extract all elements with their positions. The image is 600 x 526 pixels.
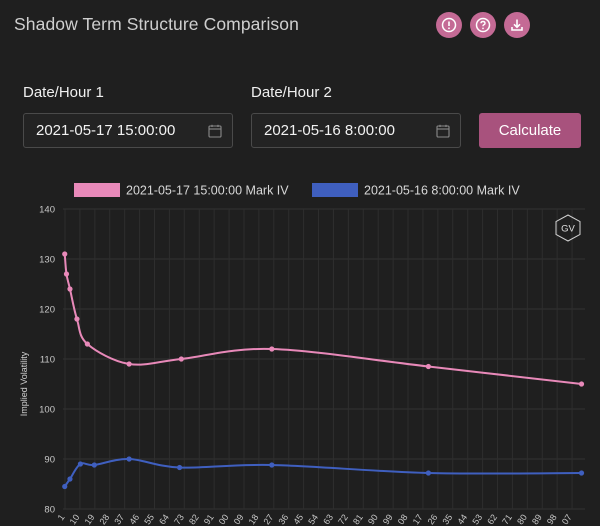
calculate-button[interactable]: Calculate	[479, 113, 581, 148]
x-tick-label: 81	[351, 512, 365, 526]
x-tick-label: 37	[112, 512, 126, 526]
x-tick-label: 71	[500, 512, 514, 526]
calendar-icon[interactable]	[208, 124, 222, 138]
data-point	[67, 476, 73, 482]
date1-field[interactable]: 2021-05-17 15:00:00	[23, 113, 233, 148]
date1-label: Date/Hour 1	[23, 84, 104, 101]
term-structure-chart: 2021-05-17 15:00:00 Mark IV 2021-05-16 8:…	[0, 172, 600, 526]
page-title: Shadow Term Structure Comparison	[14, 14, 299, 34]
data-point	[77, 461, 83, 467]
series-line	[63, 253, 582, 385]
date2-label: Date/Hour 2	[251, 84, 332, 101]
x-tick-label: 98	[545, 512, 559, 526]
x-tick-label: 17	[411, 512, 425, 526]
x-tick-label: 19	[83, 512, 97, 526]
chart-svg: 2021-05-17 15:00:00 Mark IV 2021-05-16 8:…	[19, 183, 585, 526]
data-point	[126, 361, 132, 367]
x-tick-label: 27	[262, 512, 276, 526]
x-tick-label: 62	[485, 512, 499, 526]
data-point	[62, 251, 68, 257]
x-tick-label: 72	[336, 512, 350, 526]
calendar-icon[interactable]	[436, 124, 450, 138]
date2-value: 2021-05-16 8:00:00	[264, 122, 395, 139]
x-tick-label: 46	[127, 512, 141, 526]
data-point	[425, 363, 431, 370]
x-tick-label: 28	[97, 512, 111, 526]
x-tick-label: 64	[157, 512, 171, 526]
data-point	[91, 462, 97, 468]
legend-label: 2021-05-17 15:00:00 Mark IV	[126, 184, 289, 198]
data-point	[84, 341, 90, 347]
y-axis-label: Implied Volatility	[19, 351, 29, 416]
y-tick-label: 110	[40, 355, 55, 366]
help-button[interactable]	[470, 12, 496, 38]
series-line	[63, 457, 582, 488]
data-point	[578, 470, 585, 476]
legend-swatch	[74, 183, 120, 197]
chart-series	[62, 251, 585, 490]
data-point	[62, 483, 68, 490]
x-tick-label: 07	[560, 512, 574, 526]
x-tick-label: 99	[381, 512, 395, 526]
gv-badge-text: GV	[561, 224, 575, 235]
x-tick-label: 90	[366, 512, 380, 526]
legend-label: 2021-05-16 8:00:00 Mark IV	[364, 184, 520, 198]
alert-icon	[441, 17, 457, 33]
data-point	[578, 381, 585, 387]
y-tick-label: 100	[39, 405, 55, 416]
date2-field[interactable]: 2021-05-16 8:00:00	[251, 113, 461, 148]
x-tick-label: 44	[455, 512, 469, 526]
data-point	[176, 464, 183, 471]
data-point	[67, 286, 73, 292]
x-tick-label: 08	[396, 512, 410, 526]
x-tick-label: 36	[276, 512, 290, 526]
data-point	[425, 470, 431, 476]
x-tick-label: 91	[202, 512, 216, 526]
help-icon	[475, 17, 491, 33]
alert-button[interactable]	[436, 12, 462, 38]
x-tick-label: 89	[530, 512, 544, 526]
x-tick-label: 26	[426, 512, 440, 526]
x-tick-label: 10	[68, 512, 82, 526]
x-tick-label: 73	[172, 512, 186, 526]
data-point	[63, 271, 70, 277]
y-tick-label: 120	[39, 305, 55, 316]
y-tick-label: 130	[39, 255, 55, 266]
gv-badge[interactable]: GV	[555, 214, 581, 242]
data-point	[269, 462, 275, 468]
data-point	[126, 456, 132, 462]
x-tick-label: 45	[291, 512, 305, 526]
y-tick-label: 140	[39, 205, 55, 216]
x-tick-label: 63	[321, 512, 335, 526]
data-point	[178, 356, 184, 362]
chart-legend: 2021-05-17 15:00:00 Mark IV 2021-05-16 8:…	[74, 183, 520, 198]
download-icon	[511, 19, 523, 31]
x-tick-label: 53	[470, 512, 484, 526]
x-tick-label: 1	[56, 512, 67, 522]
y-tick-label: 80	[44, 505, 55, 516]
x-tick-label: 80	[515, 512, 529, 526]
header-actions	[436, 12, 530, 38]
data-point	[269, 346, 275, 352]
x-tick-label: 00	[217, 512, 231, 526]
x-tick-label: 18	[247, 512, 261, 526]
legend-swatch	[312, 183, 358, 197]
x-tick-label: 82	[187, 512, 201, 526]
x-tick-label: 09	[232, 512, 246, 526]
date1-value: 2021-05-17 15:00:00	[36, 122, 176, 139]
x-tick-label: 35	[440, 512, 454, 526]
y-tick-label: 90	[44, 455, 55, 466]
data-point	[74, 316, 80, 322]
x-tick-label: 55	[142, 512, 156, 526]
x-tick-label: 54	[306, 512, 320, 526]
download-button[interactable]	[504, 12, 530, 38]
